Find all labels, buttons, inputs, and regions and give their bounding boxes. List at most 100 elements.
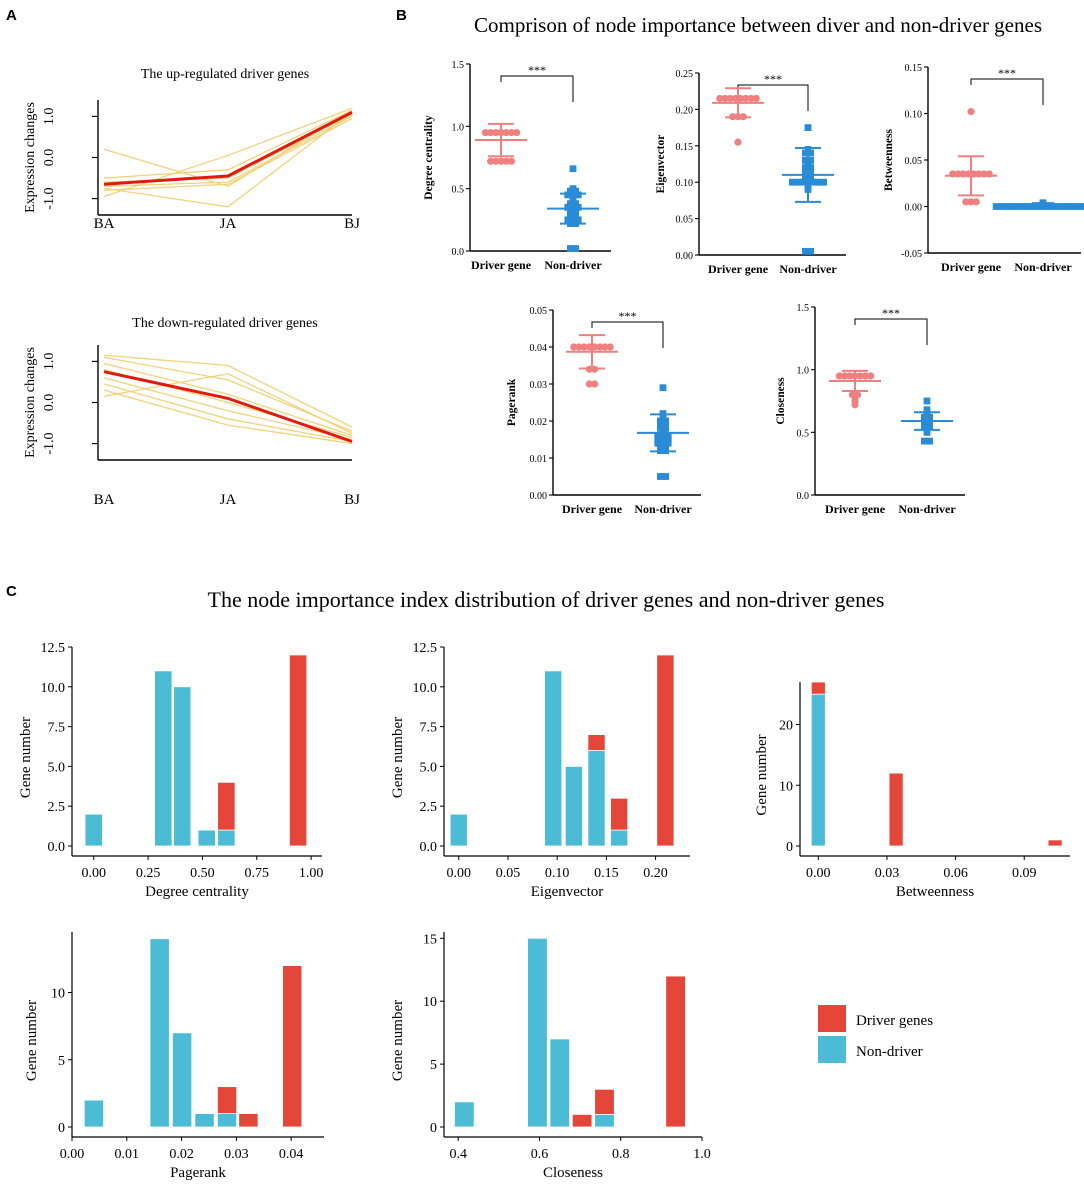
data-point-driver [580, 343, 588, 351]
data-point-nondriver [802, 175, 809, 182]
data-point-nondriver [659, 384, 667, 392]
bar-nondriver [454, 1101, 475, 1128]
data-point-driver [513, 128, 521, 137]
data-point-driver [967, 108, 975, 116]
signif-label: *** [528, 63, 546, 77]
data-point-driver [492, 157, 500, 165]
x-tick-label: 0.03 [224, 1147, 249, 1162]
group-label-driver: Driver gene [471, 258, 532, 272]
data-point-driver [502, 128, 510, 137]
data-point-driver [596, 343, 604, 351]
data-point-nondriver [992, 203, 1000, 210]
y-tick-label: 10 [779, 779, 793, 794]
bar-driver [810, 681, 826, 695]
y-tick-label: 0.01 [530, 454, 548, 465]
y-tick-label: 2.5 [420, 800, 438, 815]
y-tick-label: 15 [423, 932, 437, 947]
data-point-driver [747, 94, 755, 103]
y-tick-label: 0.15 [676, 142, 694, 153]
data-point-driver [742, 94, 750, 103]
data-point-nondriver [802, 156, 809, 164]
bar-driver [665, 975, 686, 1128]
group-label-nondriver: Non-driver [779, 262, 837, 276]
data-point-nondriver [998, 203, 1005, 210]
data-point-driver [606, 343, 614, 351]
data-point-nondriver [926, 437, 933, 445]
y-tick-label: 5 [430, 1058, 437, 1073]
gene-line [103, 111, 353, 208]
data-point-nondriver [807, 149, 814, 157]
signif-bracket [854, 318, 928, 345]
data-point-nondriver [923, 397, 931, 405]
bar-driver [656, 654, 675, 847]
gene-line [103, 373, 353, 434]
panel-b-ylabel: Eigenvector [655, 135, 667, 194]
data-point-driver [507, 157, 515, 165]
panel-b-ylabel: Degree centrality [423, 115, 435, 200]
data-point-driver [962, 198, 970, 206]
mean-line [103, 370, 353, 443]
data-point-nondriver [572, 187, 579, 195]
data-point-nondriver [567, 187, 574, 195]
y-tick-label: 0.0 [48, 840, 66, 855]
y-tick-label: 1.0 [797, 366, 810, 377]
data-point-nondriver [567, 200, 574, 208]
panel-a-letter: A [6, 7, 17, 24]
x-tick-label: 0.20 [643, 866, 668, 881]
data-point-nondriver [820, 178, 827, 186]
y-tick-label: 0.00 [530, 491, 548, 502]
y-tick-label: 0.5 [452, 185, 465, 196]
bar-driver [282, 965, 303, 1128]
y-axis-label: Gene number [24, 1000, 40, 1081]
data-point-nondriver [574, 216, 582, 224]
bar-driver [1047, 839, 1063, 847]
y-tick-label: -1.0 [42, 187, 57, 209]
data-point-driver [497, 157, 505, 165]
y-tick-label: 1.0 [452, 122, 465, 133]
x-axis-label: Betweenness [896, 884, 974, 900]
gene-line [103, 383, 353, 443]
bar-nondriver [154, 670, 173, 847]
data-point-driver [487, 128, 495, 137]
y-tick-label: 1.5 [797, 303, 810, 314]
bar-driver [216, 1086, 238, 1114]
data-point-driver [867, 372, 875, 380]
bar-driver [571, 1114, 593, 1128]
x-tick-label: 0.02 [169, 1147, 194, 1162]
y-tick-label: 10 [51, 987, 65, 1002]
group-label-nondriver: Non-driver [1014, 260, 1072, 274]
data-point-driver [721, 94, 729, 103]
y-tick-label: 5.0 [48, 760, 66, 775]
data-point-nondriver [657, 473, 664, 480]
x-tick-label: 0.4 [449, 1147, 467, 1162]
panel-a-ylabel: Expression changes [23, 102, 38, 213]
data-point-nondriver [1070, 203, 1078, 210]
data-point-nondriver [654, 432, 662, 440]
y-tick-label: -0.05 [901, 249, 922, 260]
y-tick-label: 20 [779, 719, 793, 734]
y-tick-label: 0.0 [42, 394, 57, 412]
y-tick-label: 2.5 [48, 800, 66, 815]
group-label-nondriver: Non-driver [544, 258, 602, 272]
x-tick-label: 0.09 [1012, 866, 1037, 881]
bar-nondriver [594, 1114, 615, 1128]
data-point-nondriver [574, 203, 582, 211]
x-tick-label: 1.0 [693, 1147, 711, 1162]
data-point-nondriver [564, 216, 572, 224]
panel-b: 0.0 0.5 1.0 1.5 Degree centrality Driver gene… [423, 60, 1084, 516]
data-point-nondriver [662, 421, 669, 429]
bar-nondriver [587, 750, 606, 847]
data-point-nondriver [807, 175, 814, 182]
data-point-nondriver [564, 203, 572, 211]
y-tick-label: 0 [786, 840, 793, 855]
gene-line [103, 389, 353, 445]
y-tick-label: 0.10 [676, 178, 694, 189]
y-tick-label: 1.0 [42, 353, 57, 371]
y-axis-label: Gene number [754, 734, 770, 815]
legend-swatch-nondriver [818, 1036, 846, 1063]
data-point-nondriver [807, 164, 814, 172]
y-axis-label: Gene number [390, 717, 406, 798]
data-point-nondriver [789, 178, 796, 186]
signif-label: *** [764, 72, 782, 86]
bar-nondriver [83, 1099, 104, 1128]
